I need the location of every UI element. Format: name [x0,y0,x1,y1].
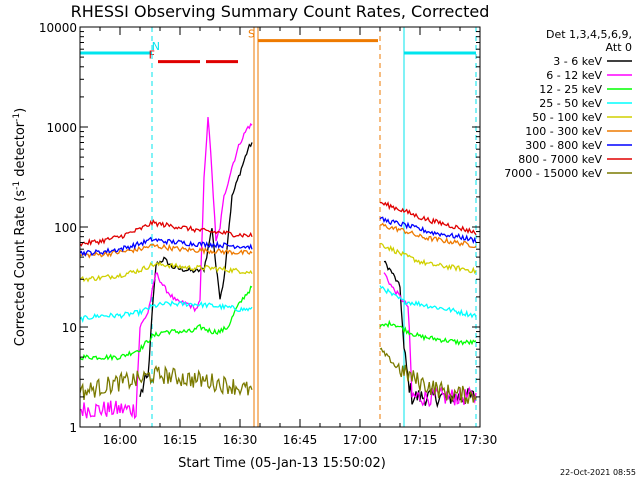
x-tick-label: 16:45 [283,433,318,447]
flags-layer: NFS [80,28,476,64]
legend-label: 6 - 12 keV [546,69,602,82]
y-tick-label: 1000 [46,121,77,135]
chart-title: RHESSI Observing Summary Count Rates, Co… [71,2,490,21]
series-line [80,285,477,362]
legend-label: 800 - 7000 keV [518,153,602,166]
legend-label: 12 - 25 keV [539,83,602,96]
series-line [139,142,477,409]
plot-frame [79,26,481,428]
footer-date: 22-Oct-2021 08:55 [560,468,636,477]
legend-label: 100 - 300 keV [525,125,602,138]
y-axis: 1 10 100 1000 10000 [39,21,480,435]
y-tick-label: 10000 [39,21,77,35]
x-axis: 16:00 16:15 16:30 16:45 17:00 17:15 17:30 [79,27,498,447]
series-line [80,216,477,257]
y-tick-label: 100 [54,221,77,235]
x-tick-label: 16:00 [103,433,138,447]
flag-label: S [248,28,255,41]
legend-label: 3 - 6 keV [553,55,602,68]
x-tick-label: 16:15 [163,433,198,447]
legend-label: 25 - 50 keV [539,97,602,110]
legend-label: 7000 - 15000 keV [504,167,602,180]
series-layer [80,116,477,420]
series-line [80,347,477,404]
x-tick-label: 17:30 [463,433,498,447]
legend-label: 300 - 800 keV [525,139,602,152]
series-line [80,222,477,259]
x-tick-label: 17:15 [403,433,438,447]
legend-header: Att 0 [606,41,632,54]
x-tick-label: 16:30 [223,433,258,447]
legend-header: Det 1,3,4,5,6,9, [546,28,632,41]
series-line [80,242,477,283]
x-axis-label: Start Time (05-Jan-13 15:50:02) [178,456,386,471]
series-line [80,285,477,323]
x-tick-label: 17:00 [343,433,378,447]
y-tick-label: 10 [62,321,77,335]
legend-label: 50 - 100 keV [532,111,602,124]
y-axis-label: Corrected Count Rate (s-1 detector-1) [12,108,28,346]
y-tick-label: 1 [69,421,77,435]
flag-label: N [152,40,160,53]
series-line [80,201,477,247]
